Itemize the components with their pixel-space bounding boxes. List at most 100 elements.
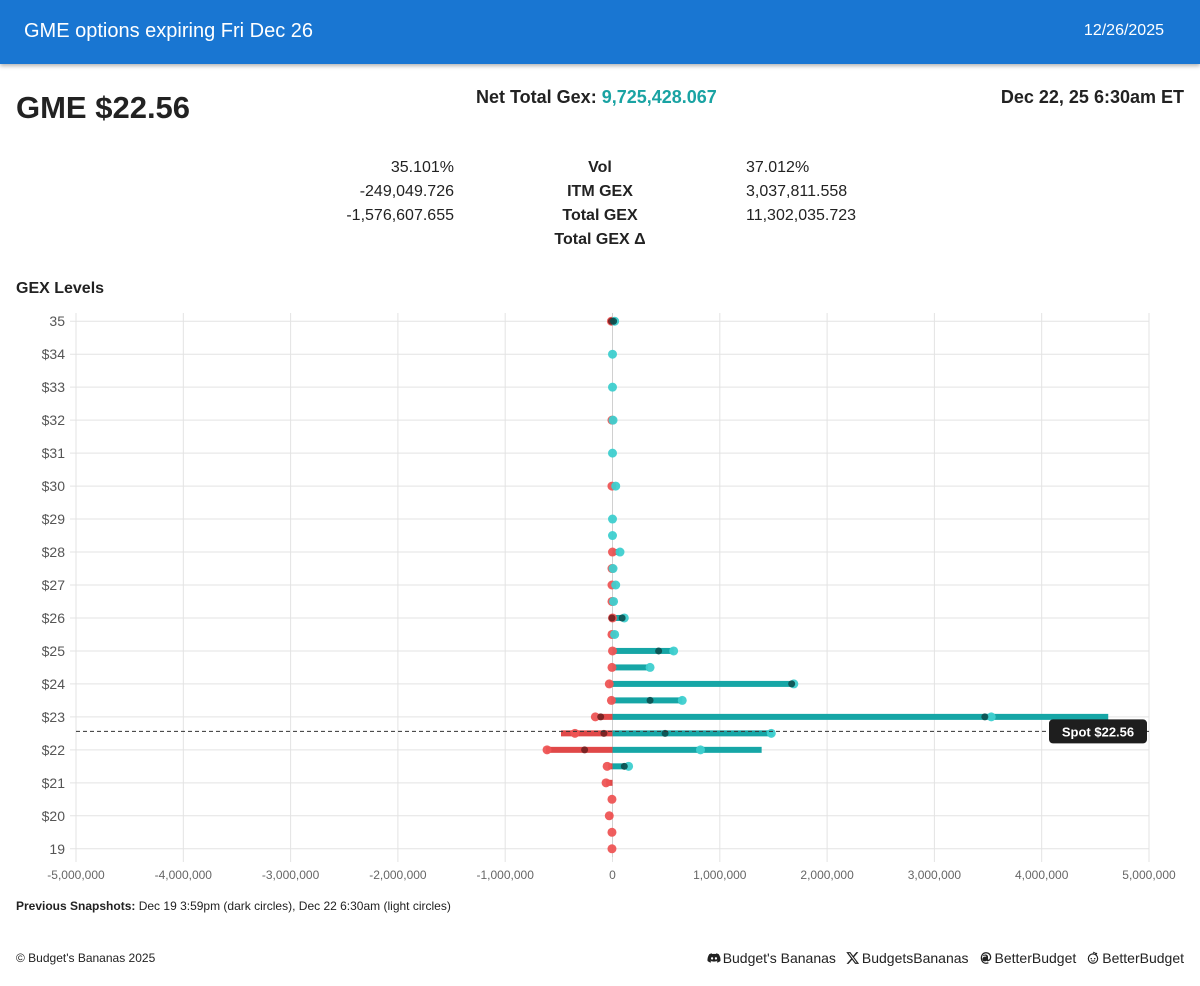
threads-label: BetterBudget	[994, 950, 1077, 966]
stats-labels-column: Vol ITM GEX Total GEX Total GEX Δ	[500, 156, 700, 252]
stat-left-total-gex: -1,576,607.655	[346, 207, 454, 224]
call-bar	[612, 713, 1109, 720]
y-tick-label: $27	[42, 577, 66, 593]
y-tick-label: $22	[42, 742, 66, 758]
expiry-date[interactable]: 12/26/2025	[1083, 22, 1164, 39]
put-light-circle	[604, 679, 614, 689]
call-light-circle	[986, 712, 996, 722]
put-light-circle	[604, 811, 614, 821]
put-light-circle	[607, 844, 617, 854]
y-tick-label: $28	[42, 544, 66, 560]
call-bar	[612, 664, 648, 671]
put-dark-circle	[581, 746, 589, 754]
call-dark-circle	[610, 317, 618, 325]
put-light-circle	[608, 646, 617, 656]
reddit-label: BetterBudget	[1102, 950, 1184, 966]
snapshots-label: Previous Snapshots:	[16, 899, 136, 913]
stat-right-vol: 37.012%	[746, 159, 810, 176]
stat-left-itm-gex: -249,049.726	[359, 183, 454, 200]
put-light-circle	[590, 712, 600, 722]
stat-right-itm-gex: 3,037,811.558	[746, 183, 848, 200]
call-light-circle	[766, 728, 776, 738]
net-gex-value: 9,725,428.067	[601, 87, 717, 107]
stat-label-total-gex: Total GEX	[562, 207, 638, 224]
x-tick-label: 1,000,000	[693, 868, 747, 882]
spot-label: Spot $22.56	[1062, 724, 1134, 739]
y-tick-label: $30	[42, 478, 66, 494]
call-bar	[612, 680, 794, 687]
snapshot-timestamp: Dec 22, 25 6:30am ET	[1000, 87, 1184, 107]
stats-left-column: 35.101% -249,049.726 -1,576,607.655	[346, 156, 454, 252]
call-light-circle	[609, 596, 619, 606]
y-tick-label: $29	[42, 511, 66, 527]
stats-right-column: 37.012% 3,037,811.558 11,302,035.723	[746, 156, 856, 252]
put-light-circle	[602, 761, 612, 771]
discord-link[interactable]: Budget's Bananas	[707, 950, 836, 966]
call-bar	[612, 647, 674, 654]
page-title: GME options expiring Fri Dec 26	[24, 20, 314, 42]
call-light-circle	[611, 481, 621, 491]
call-light-circle	[695, 745, 705, 755]
call-light-circle	[645, 662, 655, 672]
net-gex-label: Net Total Gex:	[476, 87, 597, 107]
put-bar	[545, 746, 613, 753]
spot-badge	[1049, 719, 1147, 744]
snapshots-text: Dec 19 3:59pm (dark circles), Dec 22 6:3…	[138, 899, 451, 913]
call-dark-circle	[788, 680, 796, 688]
call-light-circle	[608, 514, 617, 524]
put-light-circle	[607, 662, 617, 672]
y-tick-label: 19	[49, 841, 65, 857]
put-light-circle	[542, 745, 552, 755]
previous-snapshots-note: Previous Snapshots: Dec 19 3:59pm (dark …	[16, 899, 451, 913]
stat-right-total-gex-delta	[746, 228, 856, 252]
call-bar	[612, 730, 774, 737]
put-light-circle	[606, 695, 616, 705]
y-tick-label: $23	[42, 709, 66, 725]
call-light-circle	[608, 415, 618, 425]
x-tick-label: -5,000,000	[47, 868, 105, 882]
call-light-circle	[615, 547, 625, 557]
put-dark-circle	[608, 614, 616, 622]
x-tick-label: -3,000,000	[262, 868, 320, 882]
call-light-circle	[608, 448, 617, 458]
threads-link[interactable]: BetterBudget	[979, 950, 1077, 966]
put-bar	[560, 730, 613, 737]
call-light-circle	[608, 349, 617, 359]
x-tick-label: 2,000,000	[800, 868, 854, 882]
put-bar	[598, 713, 613, 720]
gex-levels-chart[interactable]: -5,000,000 -4,000,000 -3,000,000 -2,000,000…	[0, 300, 1200, 890]
x-tick-label: 4,000,000	[1015, 868, 1069, 882]
x-tick-label: -1,000,000	[477, 868, 535, 882]
y-tick-label: $20	[42, 808, 66, 824]
put-light-circle	[607, 794, 617, 804]
x-tick-label: 0	[609, 868, 616, 882]
x-icon	[846, 952, 860, 964]
call-light-circle	[677, 695, 687, 705]
app-bar: GME options expiring Fri Dec 26 12/26/20…	[0, 0, 1200, 64]
call-light-circle	[611, 580, 621, 590]
call-bar	[612, 763, 628, 770]
y-tick-label: $34	[42, 346, 66, 362]
stat-label-vol: Vol	[588, 159, 612, 176]
stat-left-total-gex-delta	[346, 228, 454, 252]
x-label: BudgetsBananas	[861, 950, 969, 966]
put-light-circle	[601, 778, 611, 788]
social-links: Budget's Bananas BudgetsBananas BetterBu…	[707, 950, 1184, 966]
x-tick-label: 5,000,000	[1122, 868, 1176, 882]
y-tick-label: $21	[42, 775, 66, 791]
y-tick-label: $25	[42, 643, 66, 659]
call-light-circle	[608, 564, 618, 574]
reddit-icon	[1088, 951, 1099, 964]
x-tick-label: -4,000,000	[155, 868, 213, 882]
y-tick-label: $32	[42, 412, 66, 428]
reddit-link[interactable]: BetterBudget	[1086, 950, 1184, 966]
put-light-circle	[607, 827, 617, 837]
put-light-circle	[608, 547, 617, 557]
x-tick-label: -2,000,000	[369, 868, 427, 882]
y-tick-label: $33	[42, 379, 66, 395]
call-light-circle	[610, 629, 620, 639]
y-tick-label: $26	[42, 610, 66, 626]
y-tick-label: 35	[49, 313, 65, 329]
put-dark-circle	[597, 713, 605, 721]
x-link[interactable]: BudgetsBananas	[846, 950, 969, 966]
